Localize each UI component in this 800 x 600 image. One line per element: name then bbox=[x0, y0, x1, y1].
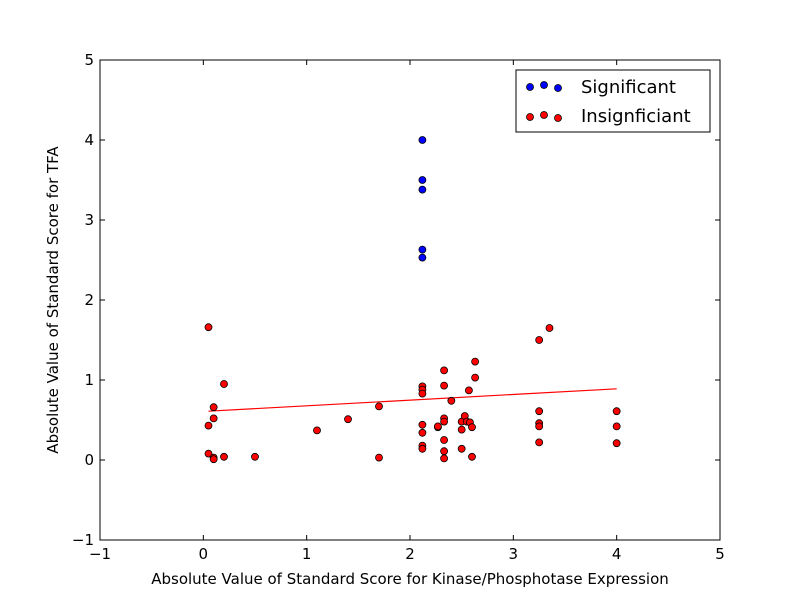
insignificant-point bbox=[220, 380, 228, 388]
legend-marker-significant bbox=[554, 84, 562, 92]
insignificant-point bbox=[433, 422, 442, 431]
insignificant-point bbox=[204, 323, 213, 332]
x-axis-label: Absolute Value of Standard Score for Kin… bbox=[151, 570, 669, 588]
legend-marker-insignificant bbox=[526, 113, 534, 121]
x-tick-label: 0 bbox=[199, 545, 209, 563]
insignificant-point bbox=[464, 386, 473, 395]
insignificant-point bbox=[468, 452, 476, 461]
y-tick-label: 0 bbox=[84, 451, 94, 469]
legend-label-significant: Significant bbox=[581, 77, 676, 98]
insignificant-point bbox=[204, 421, 213, 430]
insignificant-point bbox=[440, 381, 449, 390]
insignificant-point bbox=[418, 389, 427, 398]
insignificant-point bbox=[209, 403, 218, 412]
significant-point bbox=[418, 136, 427, 144]
legend-marker-insignificant bbox=[554, 114, 562, 122]
insignificant-point bbox=[457, 444, 466, 453]
insignificant-point bbox=[375, 402, 383, 411]
significant-point bbox=[418, 253, 427, 262]
insignificant-point bbox=[209, 414, 218, 423]
insignificant-point bbox=[535, 438, 544, 447]
legend-marker-significant bbox=[540, 81, 548, 89]
insignificant-point bbox=[535, 407, 544, 416]
y-tick-label: 2 bbox=[84, 291, 94, 309]
x-tick-label: −1 bbox=[89, 545, 111, 563]
insignificant-point bbox=[440, 417, 449, 426]
insignificant-point bbox=[209, 455, 218, 464]
insignificant-point bbox=[375, 453, 383, 462]
insignificant-point bbox=[344, 415, 352, 424]
legend-marker-insignificant bbox=[540, 111, 548, 119]
insignificant-point bbox=[440, 447, 449, 456]
x-tick-label: 2 bbox=[405, 545, 415, 563]
legend-label-insignificant: Insignficiant bbox=[581, 106, 691, 127]
insignificant-point bbox=[471, 373, 480, 382]
insignificant-point bbox=[612, 422, 621, 431]
significant-point bbox=[418, 185, 427, 194]
insignificant-point bbox=[313, 426, 321, 435]
points-layer bbox=[204, 136, 621, 464]
insignificant-point bbox=[468, 423, 476, 432]
insignificant-point bbox=[418, 444, 427, 453]
insignificant-point bbox=[471, 357, 480, 366]
significant-point bbox=[418, 245, 427, 254]
x-tick-label: 3 bbox=[509, 545, 519, 563]
y-tick-label: 1 bbox=[84, 371, 94, 389]
insignificant-point bbox=[204, 449, 213, 458]
legend: Significant Insignficiant bbox=[515, 69, 711, 133]
x-tick-label: 5 bbox=[715, 545, 725, 563]
y-tick-label: 4 bbox=[84, 131, 94, 149]
y-tick-label: 3 bbox=[84, 211, 94, 229]
trendline-layer bbox=[208, 388, 617, 412]
y-tick-label: 5 bbox=[84, 51, 94, 69]
plot-area bbox=[100, 60, 720, 540]
insignificant-point bbox=[545, 324, 554, 332]
insignificant-point bbox=[457, 425, 466, 434]
insignificant-point bbox=[440, 366, 449, 375]
insignificant-point bbox=[251, 452, 259, 461]
x-tick-label: 4 bbox=[612, 545, 622, 563]
insignificant-point bbox=[535, 336, 544, 344]
legend-box bbox=[515, 69, 711, 133]
y-axis-label: Absolute Value of Standard Score for TFA bbox=[44, 146, 62, 454]
insignificant-point bbox=[418, 428, 427, 437]
insignificant-point bbox=[220, 452, 228, 461]
insignificant-point bbox=[440, 454, 449, 463]
legend-marker-significant bbox=[526, 83, 534, 91]
insignificant-point bbox=[418, 420, 427, 429]
x-tick-label: 1 bbox=[302, 545, 312, 563]
significant-point bbox=[418, 176, 427, 184]
insignificant-point bbox=[447, 396, 456, 405]
insignificant-point bbox=[535, 422, 544, 431]
insignificant-point bbox=[612, 407, 621, 416]
trendline bbox=[208, 388, 617, 412]
insignificant-point bbox=[440, 436, 449, 444]
ticks-layer: −1 0 1 2 3 4 5 −1 0 1 2 3 4 5 bbox=[72, 51, 725, 563]
y-tick-label: −1 bbox=[72, 531, 94, 549]
insignificant-point bbox=[612, 439, 621, 448]
